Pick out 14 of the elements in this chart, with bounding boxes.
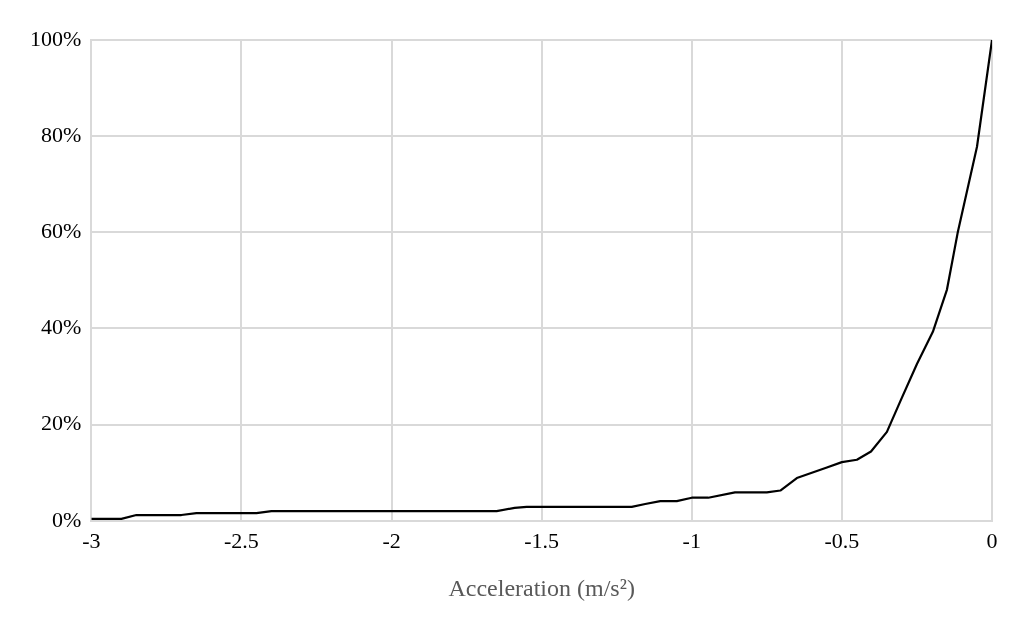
x-tick-label: -2.5 xyxy=(224,527,259,553)
y-tick-label: 0% xyxy=(52,506,82,532)
y-tick-label: 40% xyxy=(41,314,82,340)
x-tick-label: 0 xyxy=(986,527,998,553)
y-tick-label: 60% xyxy=(41,218,82,244)
y-tick-label: 100% xyxy=(30,25,82,51)
x-tick-label: -2 xyxy=(382,527,401,553)
y-tick-label: 80% xyxy=(41,121,82,147)
x-tick-label: -1 xyxy=(682,527,701,553)
x-tick-label: -0.5 xyxy=(824,527,860,553)
y-tick-label: 20% xyxy=(41,410,82,436)
x-axis-title: Acceleration (m/s²) xyxy=(448,574,635,601)
x-tick-label: -1.5 xyxy=(524,527,560,553)
x-tick-label: -3 xyxy=(82,527,101,553)
